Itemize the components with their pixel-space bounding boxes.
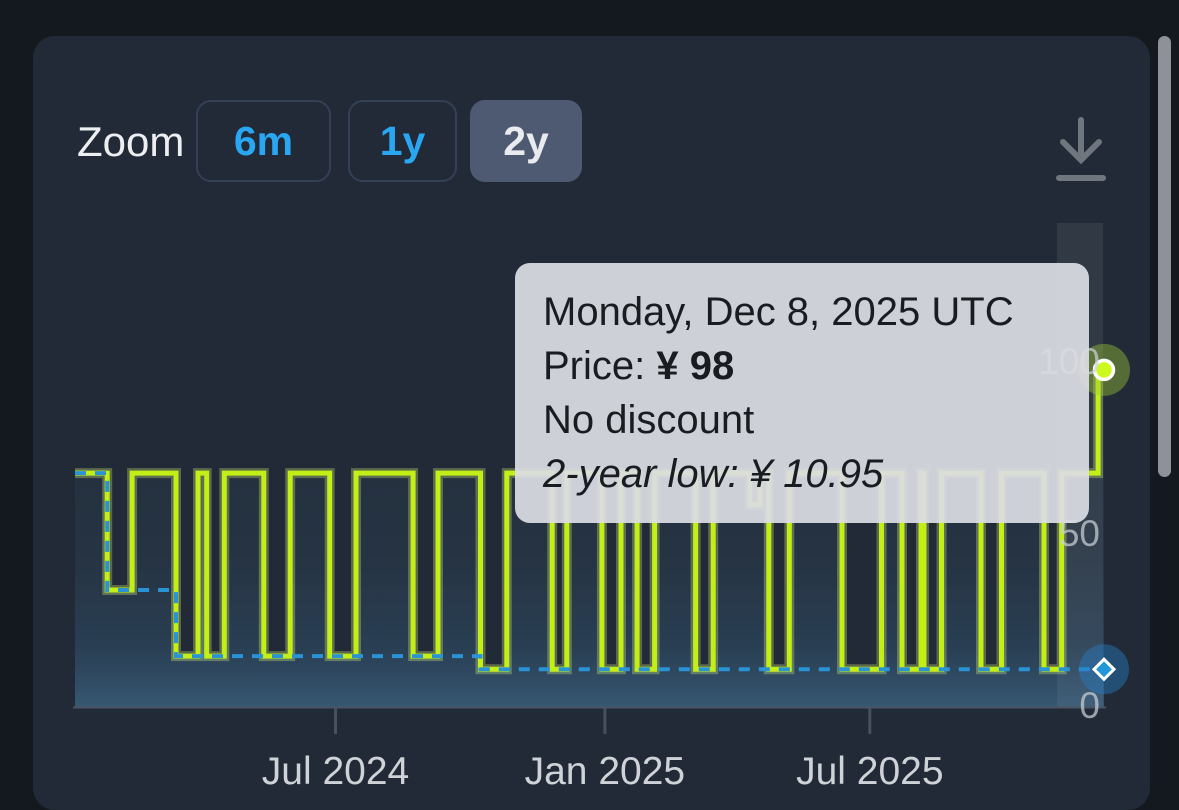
low-line: [75, 471, 1104, 672]
x-axis-label: Jul 2025: [796, 750, 944, 793]
download-icon[interactable]: [1036, 114, 1126, 204]
x-axis-label: Jan 2025: [524, 750, 686, 793]
tooltip-price-value: ¥ 98: [656, 344, 735, 388]
zoom-label: Zoom: [77, 118, 185, 165]
tooltip-discount: No discount: [543, 398, 755, 442]
scrollbar-thumb[interactable]: [1158, 36, 1171, 477]
zoom-1y-button[interactable]: 1y: [348, 100, 457, 182]
price-line: [75, 367, 1104, 672]
zoom-6m-button[interactable]: 6m: [196, 100, 331, 182]
price-area: [75, 369, 1104, 707]
x-axis-label: Jul 2024: [261, 750, 410, 793]
y-axis-label: 0: [1079, 685, 1100, 726]
tooltip-low: 2-year low: ¥ 10.95: [543, 452, 884, 496]
tooltip-price: Price: ¥ 98: [543, 344, 735, 388]
tooltip-date: Monday, Dec 8, 2025 UTC: [543, 290, 1014, 334]
zoom-2y-button[interactable]: 2y: [470, 100, 582, 182]
low-marker: [1091, 657, 1117, 682]
price-marker: [1092, 358, 1116, 382]
chart-tooltip: Monday, Dec 8, 2025 UTC Price: ¥ 98 No d…: [515, 263, 1089, 523]
